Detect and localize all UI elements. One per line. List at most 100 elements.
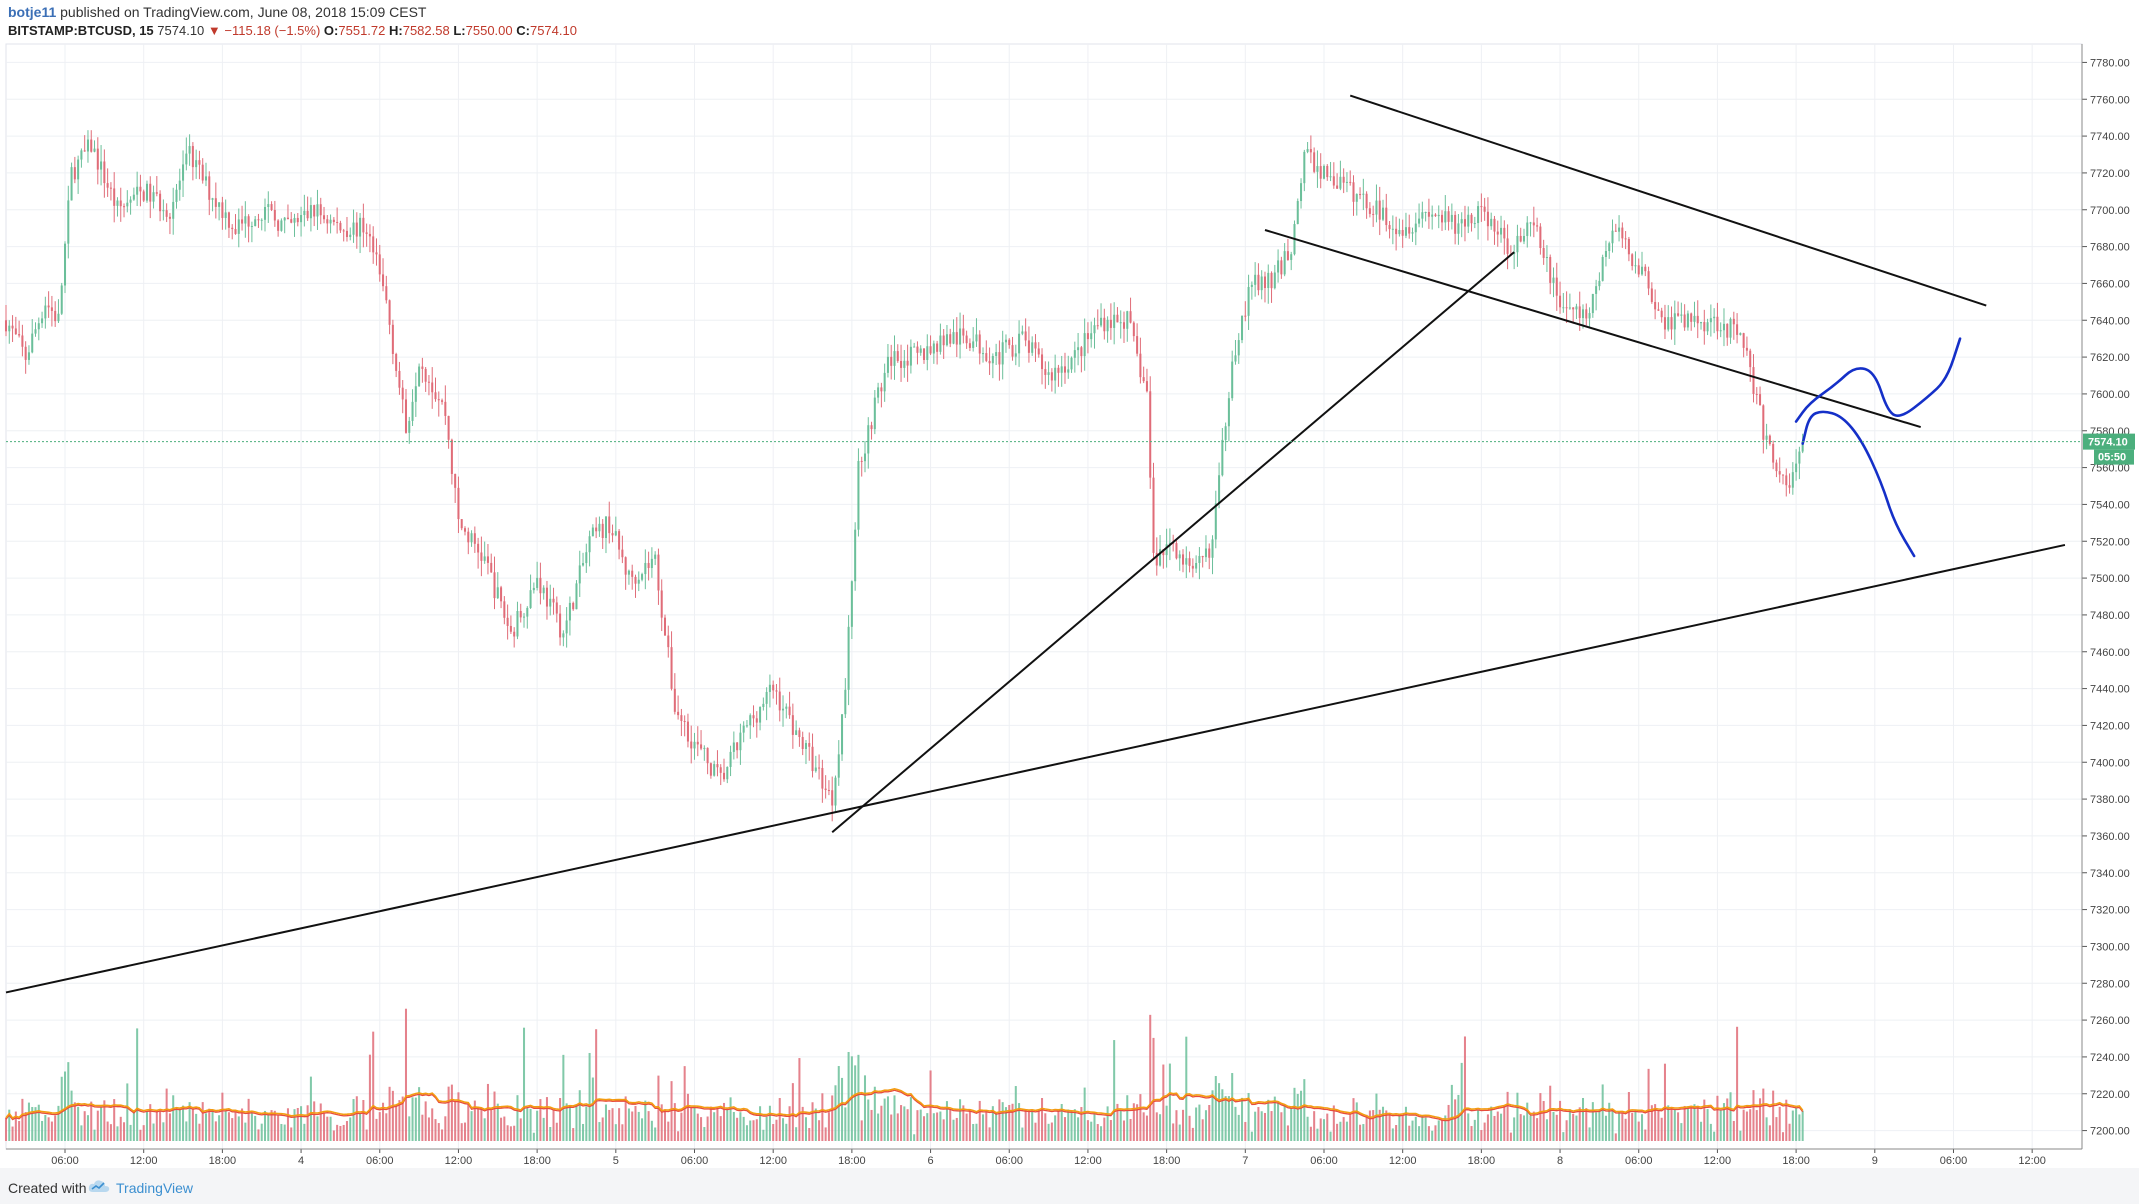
volume-bar (1326, 1113, 1329, 1141)
candle-body (296, 217, 299, 223)
candle-body (254, 219, 257, 227)
volume-bar (1214, 1076, 1217, 1141)
candle-body (165, 210, 168, 217)
volume-bar (319, 1103, 322, 1141)
candle-body (47, 305, 50, 308)
volume-bar (1096, 1124, 1099, 1141)
volume-bar (457, 1092, 460, 1141)
tradingview-cloud-icon[interactable] (88, 1179, 110, 1193)
price-chart[interactable]: 7200.00 7220.00 7240.00 7260.00 7280.00 7300.… (0, 0, 2139, 1168)
author-name[interactable]: botje11 (8, 4, 57, 20)
candle-body (493, 572, 496, 599)
candle-body (109, 187, 112, 189)
volume-bar (1755, 1110, 1758, 1141)
candle-body (1759, 394, 1762, 406)
candle-body (14, 328, 17, 335)
y-tick-label: 7400.00 (2090, 757, 2130, 769)
volume-bar (932, 1113, 935, 1141)
volume-bar (804, 1117, 807, 1141)
candle-body (1624, 238, 1627, 240)
candle-body (585, 552, 588, 564)
candle-body (1329, 176, 1332, 178)
candle-body (234, 229, 237, 234)
candle-body (1588, 313, 1591, 319)
volume-bar (1201, 1119, 1204, 1141)
candle-body (172, 201, 175, 219)
volume-bar (1195, 1107, 1198, 1141)
tradingview-brand[interactable]: TradingView (116, 1180, 194, 1196)
volume-bar (1477, 1110, 1480, 1141)
volume-bar (414, 1097, 417, 1141)
volume-bar (506, 1125, 509, 1141)
candle-body (778, 691, 781, 711)
candle-body (263, 207, 267, 220)
volume-bar (1168, 1063, 1171, 1141)
candle-body (1021, 331, 1024, 334)
candle-body (500, 587, 503, 602)
candle-body (116, 200, 119, 206)
volume-bar (280, 1123, 283, 1141)
symbol-label[interactable]: BITSTAMP:BTCUSD, 15 (8, 23, 154, 38)
volume-bar (1542, 1101, 1545, 1141)
volume-bar (1762, 1088, 1765, 1141)
volume-bar (745, 1125, 748, 1141)
trend-line (1264, 229, 1921, 429)
volume-bar (788, 1106, 791, 1141)
volume-bar (1221, 1089, 1224, 1141)
volume-bar (437, 1123, 440, 1141)
volume-bar (21, 1098, 24, 1141)
volume-bar (913, 1134, 916, 1141)
candle-body (1067, 369, 1070, 373)
candle-body (863, 453, 867, 462)
y-tick-label: 7460.00 (2090, 647, 2130, 659)
ohlc-line: BITSTAMP:BTCUSD, 15 7574.10 ▼ −115.18 (−… (8, 23, 577, 38)
volume-bar (565, 1103, 568, 1141)
candle-body (1647, 271, 1650, 289)
candle-body (959, 328, 962, 345)
volume-bar (847, 1051, 850, 1141)
volume-bar (395, 1104, 398, 1141)
candle-body (716, 764, 719, 768)
candle-body (732, 742, 735, 752)
candle-body (722, 772, 726, 780)
volume-bar (1037, 1110, 1040, 1141)
volume-bar (73, 1102, 76, 1141)
volume-bar (1411, 1120, 1414, 1141)
volume-bar (378, 1112, 381, 1141)
volume-bar (1742, 1109, 1745, 1141)
volume-bar (1595, 1112, 1598, 1141)
volume-bar (1490, 1106, 1493, 1141)
volume-bar (611, 1108, 614, 1141)
candle-body (195, 160, 198, 168)
candle-body (1614, 230, 1617, 232)
volume-bar (775, 1119, 778, 1141)
candle-body (1057, 367, 1060, 373)
candle-body (283, 217, 286, 221)
volume-bar (391, 1090, 394, 1141)
volume-bar (1650, 1105, 1653, 1141)
candle-body (982, 353, 985, 355)
volume-bar (31, 1106, 34, 1141)
volume-bar (1545, 1119, 1548, 1141)
candle-body (198, 160, 201, 165)
hand-drawings[interactable] (1794, 337, 1962, 558)
volume-bar (231, 1118, 234, 1141)
volume-bar (588, 1052, 591, 1141)
volume-bar (608, 1109, 611, 1141)
candle-body (306, 210, 309, 219)
volume-bar (621, 1124, 624, 1141)
candle-body (1011, 345, 1014, 357)
candle-body (77, 159, 80, 180)
volume-bar (67, 1062, 70, 1141)
trend-lines[interactable] (5, 94, 2066, 994)
volume-bar (732, 1111, 735, 1141)
candle-body (1663, 317, 1666, 330)
volume-bar (152, 1123, 155, 1141)
candle-body (441, 400, 444, 402)
candle-body (1555, 277, 1558, 296)
candle-body (1296, 201, 1299, 225)
candle-body (670, 647, 673, 689)
candle-body (1385, 207, 1388, 226)
candle-body (1437, 214, 1440, 217)
volume-bar (368, 1054, 371, 1141)
